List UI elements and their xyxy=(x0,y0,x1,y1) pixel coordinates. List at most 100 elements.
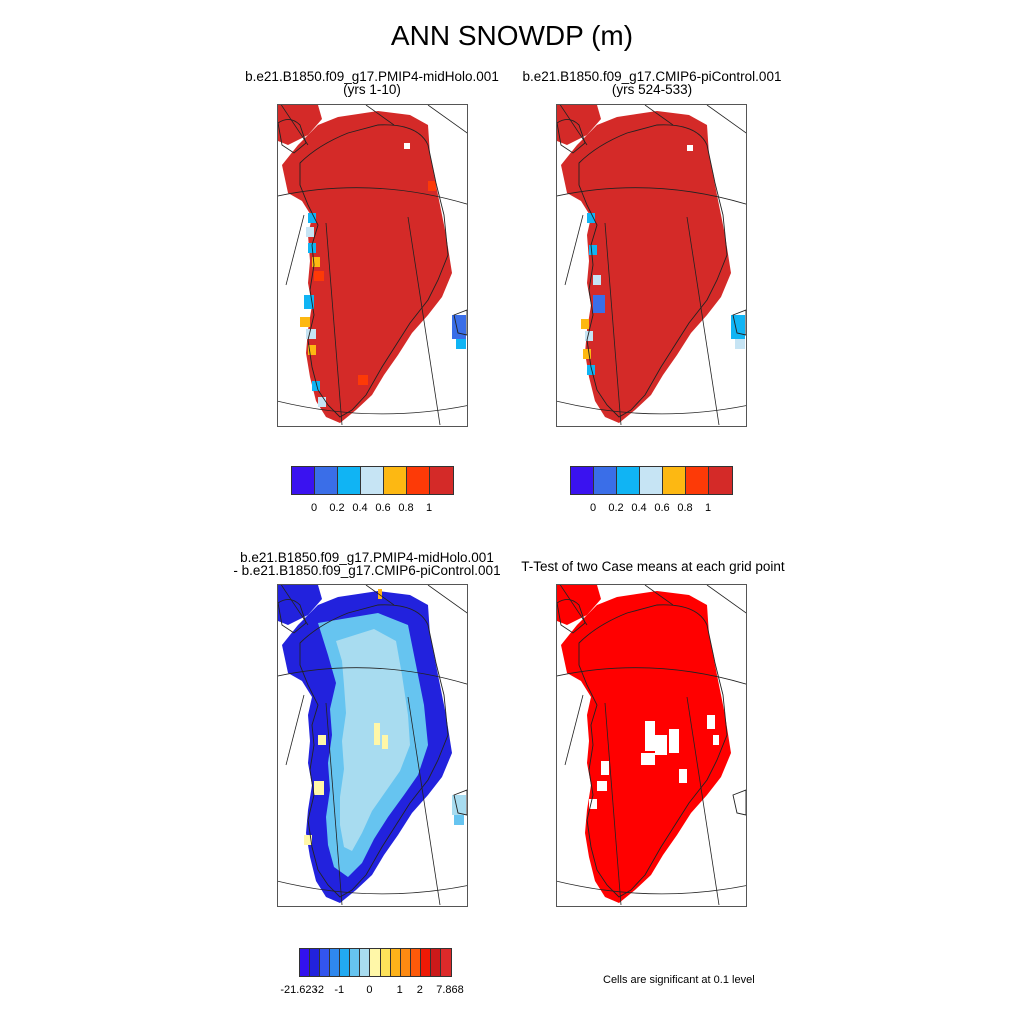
map-panel-case2 xyxy=(556,104,747,427)
colorbar-box xyxy=(440,949,451,976)
grid-cell xyxy=(593,295,605,313)
colorbar-tick-label: 1 xyxy=(425,502,433,514)
grid-cell xyxy=(589,799,597,809)
colorbar-tick-label: 0.6 xyxy=(375,502,391,514)
colorbar-box xyxy=(430,467,453,494)
coastline xyxy=(557,119,746,418)
grid-cell xyxy=(454,815,464,825)
grid-cell xyxy=(314,781,324,795)
grid-cell xyxy=(713,735,719,745)
colorbar-box xyxy=(400,949,411,976)
grid-cell xyxy=(456,339,466,349)
colorbar-box xyxy=(350,949,361,976)
panel-title-case1: b.e21.B1850.f09_g17.PMIP4-midHolo.001 (y… xyxy=(232,69,512,97)
colorbar-box xyxy=(370,949,381,976)
graticule xyxy=(278,585,467,906)
grid-cell xyxy=(679,769,687,783)
grid-cell xyxy=(707,715,715,729)
grid-cell xyxy=(358,375,368,385)
colorbar-tick-label: -2 xyxy=(314,984,325,996)
colorbar-box xyxy=(320,949,331,976)
grid-cell xyxy=(318,735,326,745)
colorbar-box xyxy=(330,949,341,976)
colorbar-tick-label: -21.623 xyxy=(280,984,318,996)
snow-field xyxy=(278,105,466,423)
panel-title-case1-line2: (yrs 1-10) xyxy=(343,82,401,97)
panel-title-ttest: T-Test of two Case means at each grid po… xyxy=(508,559,798,574)
colorbar-box xyxy=(340,949,351,976)
colorbar-box xyxy=(407,467,430,494)
map-case2 xyxy=(557,105,746,426)
coastline xyxy=(278,119,467,418)
figure-title: ANN SNOWDP (m) xyxy=(390,20,634,51)
colorbar-tick-label: 0 xyxy=(366,984,373,996)
grid-cell xyxy=(669,729,679,753)
colorbar-tick-label: 1 xyxy=(396,984,403,996)
colorbar-box xyxy=(338,467,361,494)
grid-cell xyxy=(687,145,693,151)
colorbar-box xyxy=(360,949,371,976)
colorbar-tick-label: 0.8 xyxy=(398,502,414,514)
grid-cell xyxy=(300,317,310,327)
grid-cell xyxy=(308,345,316,355)
graticule xyxy=(557,585,746,906)
map-panel-ttest xyxy=(556,584,747,907)
grid-cell xyxy=(735,339,745,349)
panel-title-ttest-line1: T-Test of two Case means at each grid po… xyxy=(521,559,785,574)
colorbar-box xyxy=(292,467,315,494)
grid-cell xyxy=(587,365,595,375)
colorbar-case2 xyxy=(570,466,733,495)
colorbar-box xyxy=(430,949,441,976)
colorbar-tick-label: 2 xyxy=(416,984,423,996)
snow-region xyxy=(561,111,731,423)
diff-region xyxy=(336,629,410,851)
colorbar-box xyxy=(640,467,663,494)
grid-cell xyxy=(597,781,607,791)
colorbar-tick-label: 0.8 xyxy=(677,502,693,514)
grid-cell xyxy=(593,275,601,285)
colorbar-tick-label: 0 xyxy=(310,502,318,514)
panel-title-diff: b.e21.B1850.f09_g17.PMIP4-midHolo.001 - … xyxy=(222,551,512,578)
colorbar-tick-label: 0.4 xyxy=(631,502,647,514)
colorbar-box xyxy=(310,949,321,976)
coastline xyxy=(278,599,467,898)
diff-field xyxy=(278,585,466,903)
significance-field xyxy=(557,585,731,903)
map-diff xyxy=(278,585,467,906)
panel-title-case1-line1: b.e21.B1850.f09_g17.PMIP4-midHolo.001 xyxy=(245,69,499,84)
map-panel-case1 xyxy=(277,104,468,427)
significance-note: Cells are significant at 0.1 level xyxy=(603,974,755,986)
grid-cell xyxy=(731,315,745,339)
panel-title-case2: b.e21.B1850.f09_g17.CMIP6-piControl.001 … xyxy=(512,69,792,97)
colorbar-case1 xyxy=(291,466,454,495)
colorbar-box xyxy=(420,949,431,976)
colorbar-box xyxy=(686,467,709,494)
coastline xyxy=(557,599,746,898)
grid-cell xyxy=(306,329,316,339)
grid-cell xyxy=(452,315,466,339)
colorbar-tick-label: 0.6 xyxy=(654,502,670,514)
colorbar-box xyxy=(315,467,338,494)
colorbar-tick-label: -1 xyxy=(334,984,345,996)
grid-cell xyxy=(428,181,436,191)
grid-cell xyxy=(585,331,593,341)
colorbar-box xyxy=(571,467,594,494)
graticule xyxy=(557,105,746,426)
colorbar-box xyxy=(384,467,407,494)
panel-title-diff-line2: - b.e21.B1850.f09_g17.CMIP6-piControl.00… xyxy=(233,563,501,578)
snow-field xyxy=(557,105,745,423)
colorbar-box xyxy=(300,949,311,976)
panel-title-case2-line1: b.e21.B1850.f09_g17.CMIP6-piControl.001 xyxy=(522,69,782,84)
grid-cell xyxy=(304,295,314,309)
colorbar-tick-label: 0.2 xyxy=(608,502,624,514)
colorbar-box xyxy=(709,467,732,494)
colorbar-tick-label: 7.868 xyxy=(436,984,464,996)
map-panel-diff xyxy=(277,584,468,907)
grid-cell xyxy=(312,381,320,391)
grid-cell xyxy=(374,723,380,745)
grid-cell xyxy=(404,143,410,149)
grid-cell xyxy=(308,213,316,223)
graticule xyxy=(278,105,467,426)
colorbar-box xyxy=(361,467,384,494)
colorbar-tick-label: 0.2 xyxy=(329,502,345,514)
